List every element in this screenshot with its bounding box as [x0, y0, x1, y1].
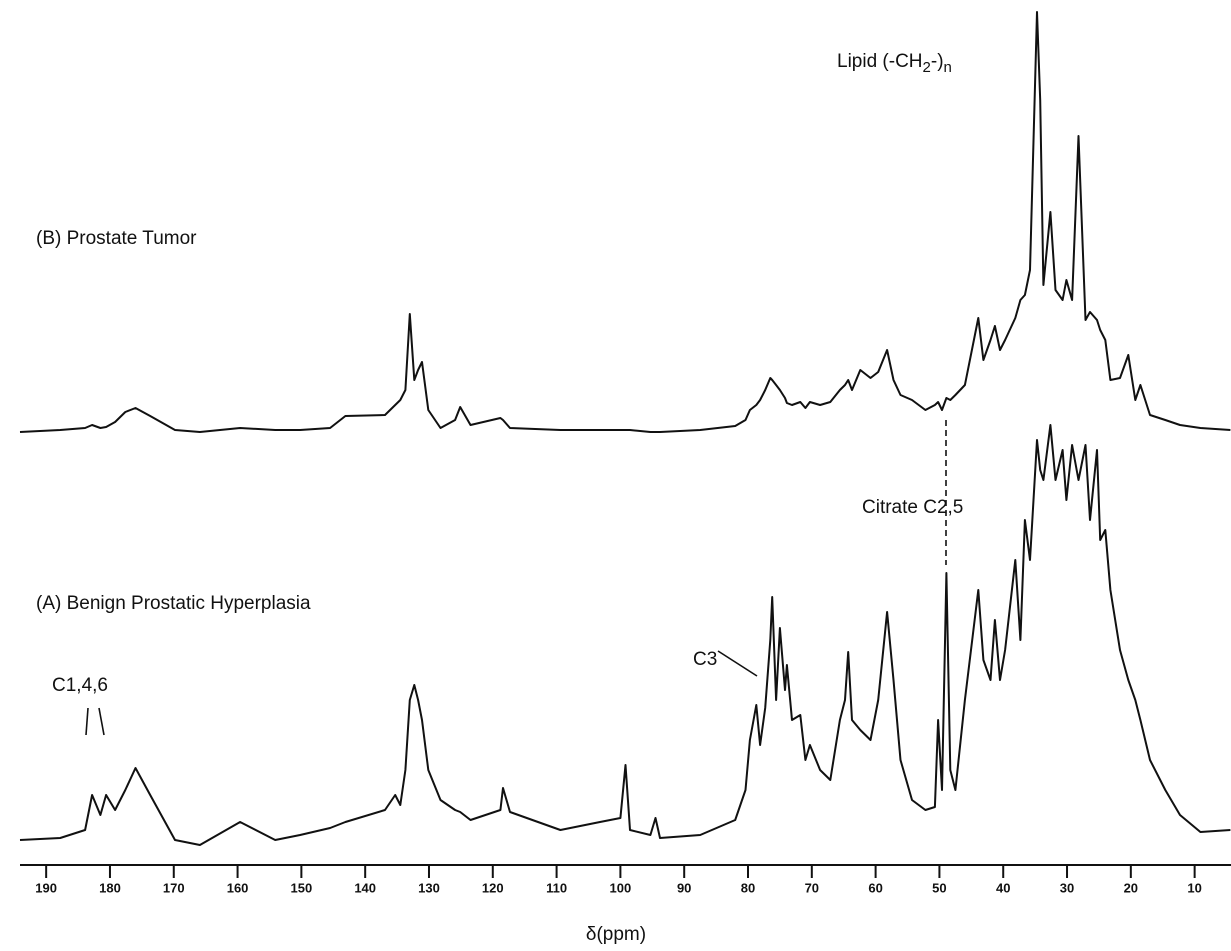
annotation: C1,4,6 — [52, 675, 108, 696]
annotation: C3 — [693, 649, 717, 670]
spectrum-line — [19, 11, 1231, 433]
x-tick-label: 170 — [163, 880, 185, 895]
annotation-part: Lipid (-CH — [837, 51, 923, 72]
x-tick-label: 190 — [35, 880, 57, 895]
annotation: Lipid (-CH2-)n — [837, 51, 952, 76]
c1-leader — [98, 707, 105, 736]
annotation-subscript: n — [944, 59, 952, 76]
x-axis-label: δ(ppm) — [586, 924, 646, 945]
x-tick-label: 30 — [1060, 880, 1074, 895]
annotation: Citrate C2,5 — [862, 497, 963, 518]
x-tick-label: 160 — [227, 880, 249, 895]
series-label: (B) Prostate Tumor — [36, 228, 197, 249]
x-tick-label: 180 — [99, 880, 121, 895]
x-tick-label: 100 — [610, 880, 632, 895]
c3-leader — [717, 650, 758, 677]
annotation-subscript: 2 — [923, 59, 931, 76]
x-tick-label: 40 — [996, 880, 1010, 895]
x-tick-label: 80 — [741, 880, 755, 895]
x-tick-label: 90 — [677, 880, 691, 895]
x-tick-label: 10 — [1187, 880, 1201, 895]
annotation-part: -) — [931, 51, 944, 72]
x-tick-label: 60 — [868, 880, 882, 895]
x-tick-label: 70 — [805, 880, 819, 895]
x-tick-label: 130 — [418, 880, 440, 895]
series-label: (A) Benign Prostatic Hyperplasia — [36, 593, 311, 614]
x-tick-label: 50 — [932, 880, 946, 895]
c1-leader — [85, 707, 89, 736]
x-tick-label: 120 — [482, 880, 504, 895]
x-tick-label: 110 — [546, 880, 567, 895]
x-tick-label: 150 — [291, 880, 313, 895]
spectrum-line — [19, 424, 1231, 846]
x-tick-label: 140 — [354, 880, 376, 895]
x-tick-label: 20 — [1124, 880, 1138, 895]
